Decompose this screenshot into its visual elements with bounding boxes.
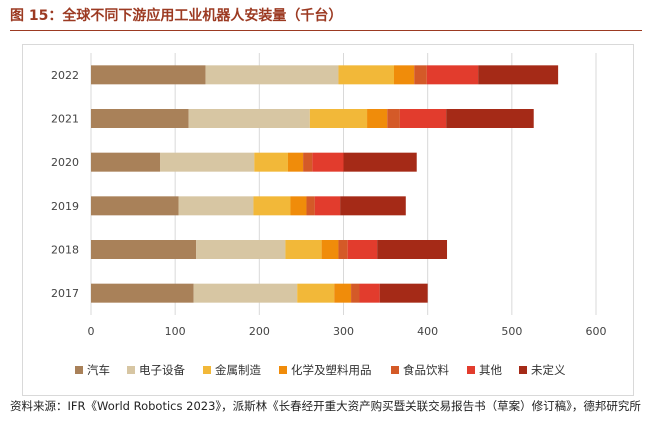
bar-segment — [290, 196, 307, 216]
legend-label: 金属制造 — [215, 363, 261, 377]
legend-swatch — [467, 366, 475, 374]
bar-segment — [306, 196, 315, 216]
legend-label: 其他 — [479, 363, 502, 377]
bar-segment — [314, 196, 341, 216]
x-tick-label: 500 — [501, 325, 522, 338]
category-label: 2022 — [51, 69, 79, 82]
bar-segment — [91, 240, 197, 259]
x-tick-label: 400 — [417, 325, 438, 338]
x-tick-label: 600 — [586, 325, 607, 338]
legend-swatch — [519, 366, 527, 374]
bar-segment — [359, 283, 380, 303]
category-label: 2019 — [51, 200, 79, 213]
bar-segment — [334, 283, 352, 303]
bar-segment — [91, 65, 206, 85]
bar-segment — [178, 196, 254, 216]
bar-segment — [205, 65, 339, 85]
x-tick-label: 0 — [88, 325, 95, 338]
bar-segment — [287, 152, 304, 172]
bar-segment — [91, 109, 189, 128]
bar-segment — [414, 65, 427, 85]
legend-label: 电子设备 — [139, 363, 185, 377]
bar-segment — [160, 152, 255, 172]
bar-segment — [321, 240, 339, 259]
bar-segment — [312, 152, 344, 172]
bar-segment — [367, 109, 388, 128]
bar-segment — [338, 65, 394, 85]
bar-segment — [303, 152, 313, 172]
figure-title: 图 15：全球不同下游应用工业机器人安装量（千台） — [10, 8, 343, 24]
legend-swatch — [75, 366, 83, 374]
legend-swatch — [127, 366, 135, 374]
legend-swatch — [203, 366, 211, 374]
bar-segment — [379, 283, 428, 303]
bar-segment — [399, 109, 447, 128]
category-label: 2018 — [51, 244, 79, 257]
stacked-bar-chart: 0 100 200 300 400 500 600 2022 2021 2020 2019 2018 2… — [51, 53, 607, 377]
title-divider — [10, 30, 642, 31]
legend-label: 化学及塑料用品 — [291, 363, 372, 377]
legend-swatch — [391, 366, 399, 374]
bar-segment — [446, 109, 534, 128]
source-note: 资料来源：IFR《World Robotics 2023》，派斯林《长春经开重大… — [10, 399, 641, 413]
legend-label: 汽车 — [87, 363, 110, 377]
legend-label: 未定义 — [531, 363, 566, 377]
bar-segment — [351, 283, 360, 303]
bar-segment — [196, 240, 286, 259]
bar-segment — [297, 283, 335, 303]
category-label: 2017 — [51, 287, 79, 300]
bar-segment — [387, 109, 400, 128]
bar-segment — [285, 240, 322, 259]
bar-segment — [188, 109, 310, 128]
bar-segment — [338, 240, 348, 259]
bar-segment — [253, 196, 291, 216]
x-tick-label: 200 — [249, 325, 270, 338]
x-tick-label: 100 — [165, 325, 186, 338]
bar-segment — [309, 109, 368, 128]
category-label: 2021 — [51, 113, 79, 126]
bar-segment — [91, 152, 161, 172]
x-tick-label: 300 — [333, 325, 354, 338]
category-label: 2020 — [51, 156, 79, 169]
bar-segment — [91, 283, 194, 303]
bar-segment — [347, 240, 378, 259]
bar-segment — [377, 240, 448, 259]
bar-segment — [394, 65, 415, 85]
bar-segment — [426, 65, 479, 85]
chart-frame: 0 100 200 300 400 500 600 2022 2021 2020 2019 2018 2… — [22, 44, 634, 396]
legend-swatch — [279, 366, 287, 374]
bar-segment — [478, 65, 559, 85]
bar-segment — [193, 283, 298, 303]
bar-segment — [340, 196, 406, 216]
bar-segment — [343, 152, 417, 172]
bar-segment — [254, 152, 288, 172]
legend-label: 食品饮料 — [403, 363, 449, 377]
bar-segment — [91, 196, 179, 216]
